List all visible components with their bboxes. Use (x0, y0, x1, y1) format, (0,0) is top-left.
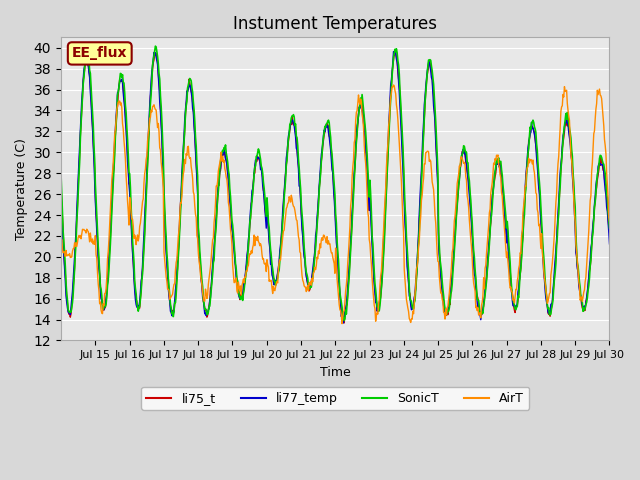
li75_t (250, 180, 257, 185)
li75_t (393, 58, 401, 64)
Line: AirT: AirT (61, 85, 609, 324)
AirT (605, 218, 613, 224)
li77_temp (424, 64, 432, 70)
Legend: li75_t, li77_temp, SonicT, AirT: li75_t, li77_temp, SonicT, AirT (141, 387, 529, 410)
li77_temp (393, 60, 401, 65)
SonicT (340, 318, 348, 324)
Line: li75_t: li75_t (61, 51, 609, 323)
SonicT (271, 278, 278, 284)
SonicT (152, 43, 159, 49)
li75_t (605, 229, 613, 235)
li77_temp (605, 241, 613, 247)
li75_t (270, 276, 278, 282)
li75_t (424, 68, 432, 74)
li77_temp (250, 180, 257, 185)
li77_temp (340, 320, 348, 326)
Title: Instument Temperatures: Instument Temperatures (233, 15, 437, 33)
AirT (424, 148, 432, 154)
li77_temp (270, 282, 278, 288)
li77_temp (57, 193, 65, 199)
AirT (222, 174, 230, 180)
SonicT (393, 50, 401, 56)
li77_temp (122, 118, 129, 123)
SonicT (122, 103, 129, 108)
AirT (393, 107, 401, 113)
SonicT (250, 171, 258, 177)
Y-axis label: Temperature (C): Temperature (C) (15, 138, 28, 240)
li77_temp (222, 158, 230, 164)
SonicT (424, 63, 432, 69)
Text: EE_flux: EE_flux (72, 47, 127, 60)
li75_t (222, 156, 230, 162)
SonicT (57, 171, 65, 177)
X-axis label: Time: Time (320, 366, 351, 379)
Line: li77_temp: li77_temp (61, 49, 609, 323)
AirT (250, 242, 257, 248)
Line: SonicT: SonicT (61, 46, 609, 321)
AirT (270, 287, 278, 293)
li75_t (340, 320, 348, 326)
AirT (338, 321, 346, 326)
li75_t (57, 182, 65, 188)
SonicT (605, 225, 613, 231)
li75_t (391, 48, 399, 54)
AirT (390, 82, 397, 88)
AirT (57, 239, 65, 244)
SonicT (223, 154, 231, 160)
li77_temp (391, 47, 399, 52)
li75_t (122, 111, 129, 117)
AirT (122, 156, 129, 162)
